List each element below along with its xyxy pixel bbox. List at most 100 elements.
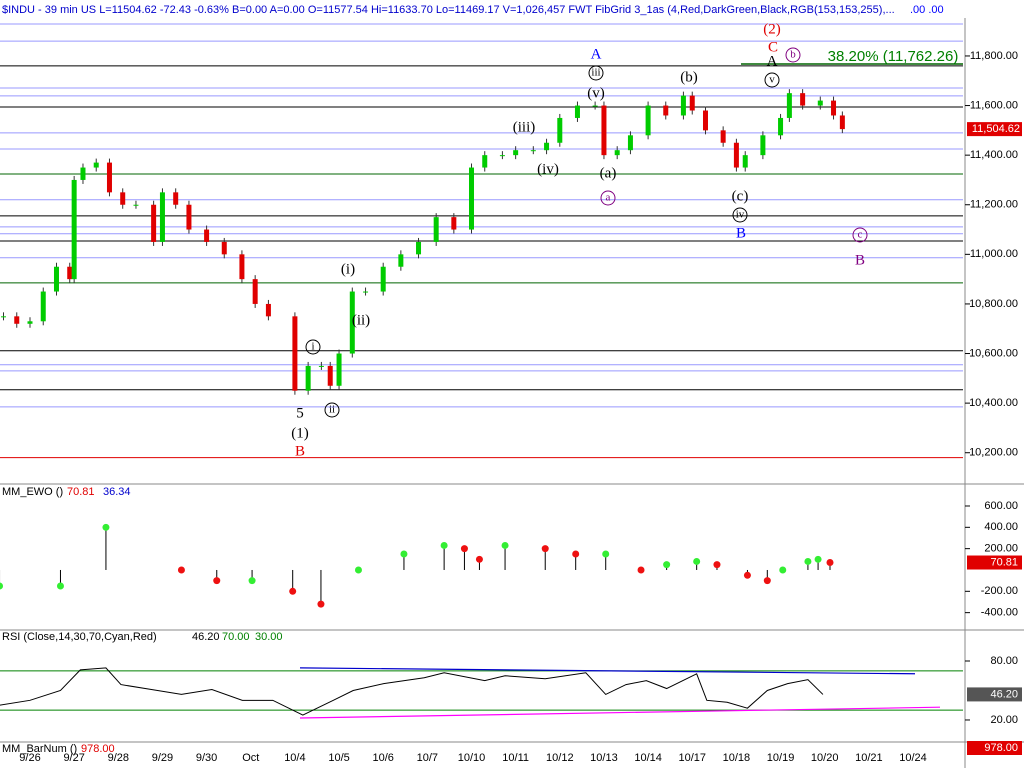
candle <box>557 117 563 143</box>
wave-label: A <box>767 53 778 69</box>
candle <box>451 217 457 230</box>
x-tick-label: 10/7 <box>417 752 438 764</box>
candle <box>292 316 298 391</box>
candle <box>305 365 311 391</box>
candle <box>120 192 126 205</box>
wave-label: (i) <box>341 261 355 277</box>
x-tick-label: 10/5 <box>328 752 349 764</box>
ewo-dot <box>743 571 751 579</box>
candle <box>831 100 837 116</box>
candle <box>544 142 550 151</box>
x-tick-label: 9/26 <box>19 752 40 764</box>
y-tick-label: 80.00 <box>990 655 1018 667</box>
wave-label: c <box>858 229 863 241</box>
x-tick-label: 9/27 <box>63 752 84 764</box>
candle <box>40 291 46 322</box>
candle <box>601 105 607 156</box>
ewo-dot <box>177 566 185 574</box>
rsi-line <box>0 667 824 716</box>
candle <box>499 155 505 157</box>
candle <box>627 135 633 151</box>
header: $INDU - 39 min US L=11504.62 -72.43 -0.6… <box>2 4 895 16</box>
ewo-dot <box>475 555 483 563</box>
rsi-title: RSI (Close,14,30,70,Cyan,Red) <box>2 631 157 643</box>
candle <box>67 266 73 280</box>
wave-label: (v) <box>587 85 605 101</box>
wave-label: ii <box>329 404 335 416</box>
barnum-box <box>967 741 1022 755</box>
ewo-dot <box>814 555 822 563</box>
candle <box>80 167 86 180</box>
x-tick-label: 10/24 <box>899 752 927 764</box>
ewo-box-label: 70.81 <box>990 556 1018 568</box>
ewo-dot <box>779 566 787 574</box>
barnum-box-label: 978.00 <box>984 742 1018 754</box>
ewo-dot <box>541 545 549 553</box>
y-tick-label: -200.00 <box>981 585 1018 597</box>
ewo-dot <box>213 577 221 585</box>
wave-label: (a) <box>600 165 617 181</box>
candle <box>702 110 708 131</box>
ewo-dot <box>804 557 812 565</box>
y-tick-label: 10,200.00 <box>969 447 1018 459</box>
ewo-box <box>967 555 1022 570</box>
candle <box>663 105 669 116</box>
wave-label: (c) <box>732 188 749 204</box>
y-tick-label: 11,800.00 <box>970 50 1018 62</box>
candle <box>106 162 112 193</box>
candle <box>151 204 157 242</box>
y-tick-label: 11,200.00 <box>970 199 1018 211</box>
ewo-dot <box>56 582 64 590</box>
ewo-dot <box>460 545 468 553</box>
fib-label: 38.20% (11,762.26) <box>828 48 959 65</box>
x-tick-label: 10/10 <box>458 752 486 764</box>
trendline <box>299 667 916 675</box>
x-tick-label: 9/29 <box>152 752 173 764</box>
candle <box>800 93 806 106</box>
candle <box>513 150 519 156</box>
candle <box>71 179 77 280</box>
annotation-circle <box>732 207 748 223</box>
candle <box>760 135 766 156</box>
ewo-reading: 36.34 <box>103 486 131 498</box>
candle <box>433 217 439 242</box>
x-tick-label: 10/21 <box>855 752 883 764</box>
ewo-dot <box>317 600 325 608</box>
y-tick-label: 600.00 <box>984 500 1018 512</box>
ewo-dot <box>0 582 4 590</box>
ewo-dot <box>102 523 110 531</box>
candle <box>398 254 404 267</box>
rsi-box <box>967 687 1022 702</box>
wave-label: B <box>736 225 746 241</box>
x-tick-label: 10/19 <box>767 752 795 764</box>
x-tick-label: 10/12 <box>546 752 574 764</box>
y-tick-label: 10,800.00 <box>969 298 1018 310</box>
y-tick-label: 10,600.00 <box>969 347 1018 359</box>
trendline <box>299 706 941 719</box>
rsi-box-label: 46.20 <box>990 688 1018 700</box>
candle <box>318 365 324 367</box>
ewo-dot <box>354 566 362 574</box>
candle <box>204 229 210 242</box>
ewo-reading: 70.81 <box>67 486 95 498</box>
wave-label: B <box>295 443 305 459</box>
y-tick-label: 11,400.00 <box>970 149 1018 161</box>
candle <box>469 167 474 230</box>
wave-label: B <box>855 252 865 268</box>
annotation-circle <box>324 402 340 418</box>
rsi-reading: 70.00 <box>222 631 250 643</box>
candle <box>817 100 823 106</box>
wave-label: (b) <box>680 69 698 85</box>
wave-label: A <box>591 46 602 62</box>
candle <box>159 192 165 242</box>
candle <box>530 150 536 152</box>
wave-label: C <box>768 39 778 55</box>
ewo-dot <box>289 587 297 595</box>
wave-label: iv <box>736 209 745 221</box>
x-tick-label: 10/4 <box>284 752 305 764</box>
candle <box>336 353 342 386</box>
y-tick-label: 400.00 <box>984 521 1018 533</box>
candle <box>574 105 580 118</box>
candle <box>133 204 139 206</box>
